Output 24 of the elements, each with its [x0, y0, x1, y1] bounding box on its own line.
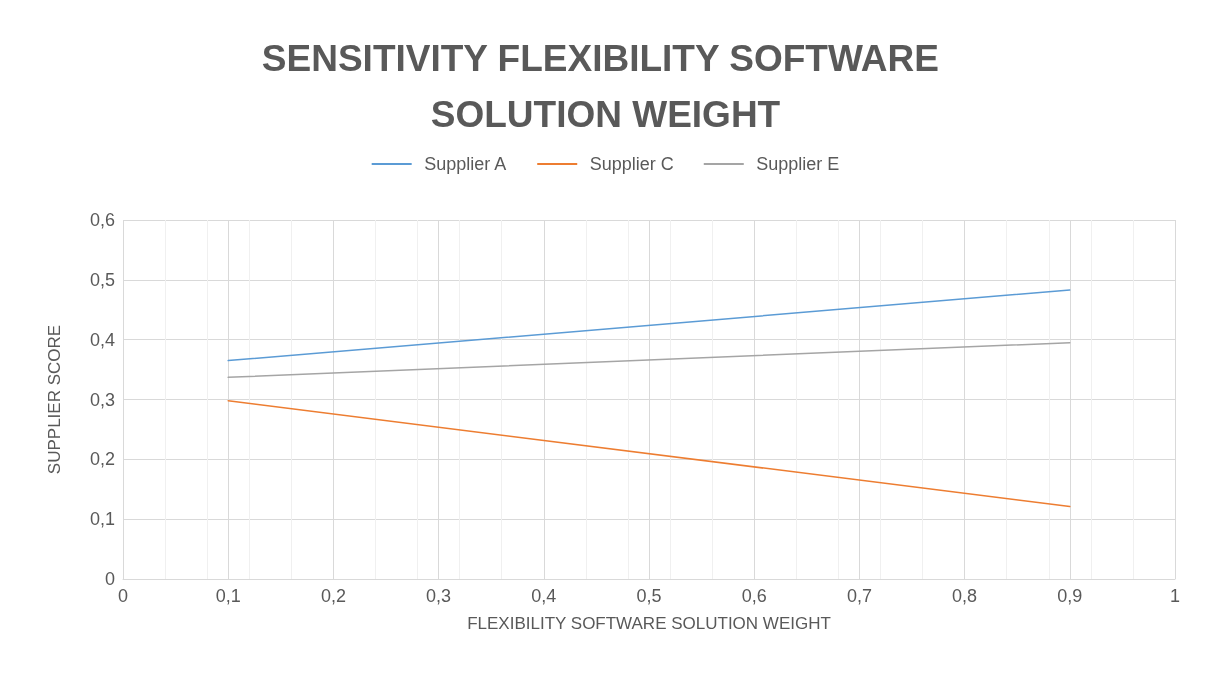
y-tick-label: 0,2 — [89, 449, 115, 470]
legend-label: Supplier C — [589, 154, 674, 174]
x-axis-title: FLEXIBILITY SOFTWARE SOLUTION WEIGHT — [467, 614, 831, 633]
y-tick-label: 0,6 — [89, 210, 115, 230]
x-tick-label: 0,4 — [531, 586, 557, 606]
y-tick-label: 0,4 — [89, 329, 115, 350]
x-tick-label: 0,6 — [741, 586, 767, 606]
y-tick-label: 0 — [104, 569, 115, 589]
x-tick-label: 0,7 — [846, 586, 872, 606]
x-tick-label: 0,2 — [320, 586, 346, 606]
x-tick-label: 1 — [1169, 586, 1181, 606]
legend-label: Supplier E — [756, 154, 840, 174]
y-tick-label: 0,1 — [89, 509, 115, 530]
x-tick-label: 0,8 — [952, 586, 978, 606]
y-tick-label: 0,3 — [89, 389, 115, 410]
chart-title: SENSITIVITY FLEXIBILITY SOFTWARE SOLUTION WEIGHT — [261, 37, 950, 135]
x-tick-label: 0,3 — [426, 586, 452, 606]
x-tick-label: 0,5 — [636, 586, 662, 606]
legend-label: Supplier A — [424, 154, 507, 174]
y-axis-title: SUPPLIER SCORE — [45, 324, 64, 475]
x-tick-label: 0 — [117, 586, 129, 606]
x-tick-label: 0,1 — [215, 586, 241, 606]
x-tick-label: 0,9 — [1057, 586, 1083, 606]
y-tick-label: 0,5 — [89, 269, 115, 290]
